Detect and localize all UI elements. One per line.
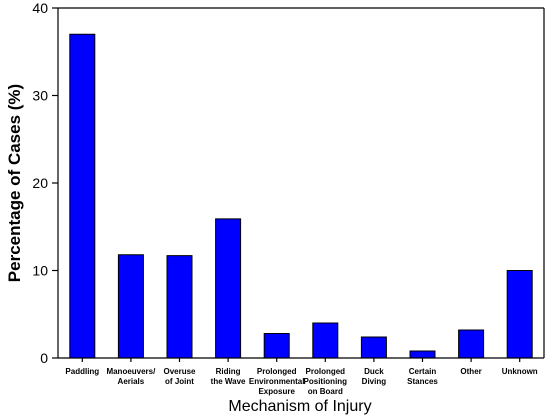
y-tick-label: 10 <box>32 263 48 279</box>
x-tick-label: Paddling <box>65 367 99 376</box>
bar <box>360 336 387 359</box>
bar <box>166 255 193 359</box>
bar <box>312 322 339 359</box>
bar <box>409 350 436 359</box>
bar <box>69 33 96 359</box>
bar <box>215 218 242 359</box>
x-tick-label: Other <box>460 367 481 376</box>
x-tick-label: Prolonged Positioning on Board <box>304 367 348 396</box>
bar <box>117 254 144 359</box>
bar <box>506 270 533 359</box>
x-axis-title: Mechanism of Injury <box>228 398 371 415</box>
x-tick-label: Duck Diving <box>362 367 387 386</box>
y-tick-label: 40 <box>32 0 48 16</box>
y-tick-label: 30 <box>32 88 48 104</box>
y-ticks-group: 0 10 20 30 40 <box>32 0 58 366</box>
x-tick-label: Prolonged Environmental Exposure <box>249 367 305 396</box>
x-tick-label: Certain Stances <box>407 367 438 386</box>
bars-group <box>69 33 533 359</box>
y-axis-title: Percentage of Cases (%) <box>5 84 24 282</box>
x-tick-label: Overuse of Joint <box>163 367 196 386</box>
x-tick-label: Riding the Wave <box>211 367 246 386</box>
x-tick-label: Unknown <box>502 367 538 376</box>
bar <box>263 333 290 359</box>
y-tick-label: 0 <box>40 350 48 366</box>
x-ticks-group: Paddling Manoeuvers/Aerials Overuse of Join… <box>65 358 538 396</box>
x-tick-label: Manoeuvers/Aerials <box>106 367 156 386</box>
bar <box>458 329 485 359</box>
y-tick-label: 20 <box>32 175 48 191</box>
